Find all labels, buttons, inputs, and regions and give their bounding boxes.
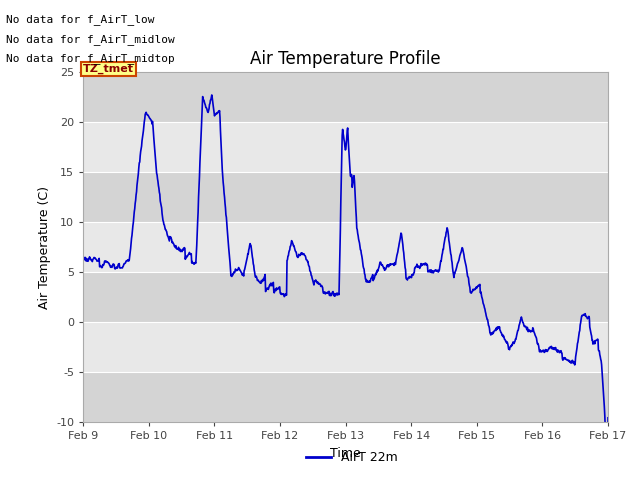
Text: No data for f_AirT_midtop: No data for f_AirT_midtop xyxy=(6,53,175,64)
Title: Air Temperature Profile: Air Temperature Profile xyxy=(250,49,441,68)
Bar xyxy=(83,272,608,322)
Bar xyxy=(83,72,608,122)
Bar xyxy=(83,372,608,422)
Text: No data for f_AirT_low: No data for f_AirT_low xyxy=(6,14,155,25)
Y-axis label: Air Temperature (C): Air Temperature (C) xyxy=(38,186,51,309)
X-axis label: Time: Time xyxy=(330,447,361,460)
Bar xyxy=(83,172,608,222)
Text: TZ_tmet: TZ_tmet xyxy=(83,64,134,74)
Text: No data for f_AirT_midlow: No data for f_AirT_midlow xyxy=(6,34,175,45)
Legend: AirT 22m: AirT 22m xyxy=(301,446,403,469)
